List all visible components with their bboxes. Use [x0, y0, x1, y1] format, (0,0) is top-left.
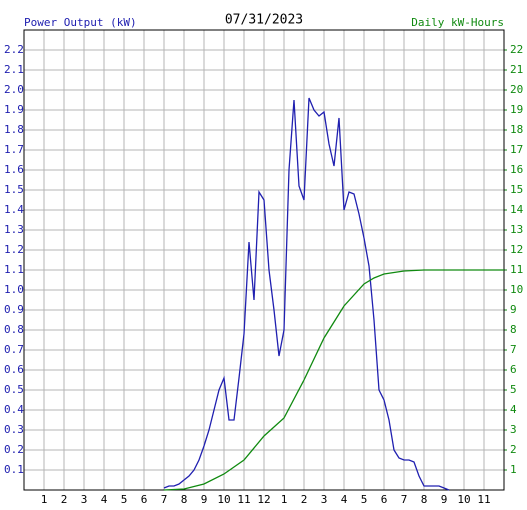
y-tick-label: 1.9 [4, 103, 24, 116]
x-tick-label: 8 [421, 493, 428, 506]
y-tick-label: 0.5 [4, 383, 24, 396]
y2-tick-label: 8 [510, 323, 517, 336]
y-tick-label: 0.1 [4, 463, 24, 476]
x-tick-label: 6 [141, 493, 148, 506]
x-tick-label: 5 [361, 493, 368, 506]
y2-tick-label: 18 [510, 123, 523, 136]
x-tick-label: 2 [301, 493, 308, 506]
series-line [163, 269, 504, 491]
x-tick-label: 11 [477, 493, 490, 506]
y2-tick-label: 10 [510, 283, 523, 296]
x-tick-label: 9 [441, 493, 448, 506]
x-tick-label: 3 [81, 493, 88, 506]
y-tick-label: 0.8 [4, 323, 24, 336]
y2-tick-label: 16 [510, 163, 523, 176]
y-axis-label: Power Output (kW) [24, 16, 137, 29]
y-tick-label: 1.5 [4, 183, 24, 196]
x-tick-label: 1 [281, 493, 288, 506]
y-tick-label: 1.0 [4, 283, 24, 296]
y2-tick-label: 17 [510, 143, 523, 156]
y2-tick-label: 9 [510, 303, 517, 316]
x-tick-label: 9 [201, 493, 208, 506]
x-tick-label: 2 [61, 493, 68, 506]
y2-tick-label: 12 [510, 243, 523, 256]
y2-tick-label: 14 [510, 203, 524, 216]
x-tick-label: 10 [217, 493, 230, 506]
y-tick-label: 0.9 [4, 303, 24, 316]
x-tick-label: 7 [161, 493, 168, 506]
y-tick-label: 0.3 [4, 423, 24, 436]
y2-tick-label: 7 [510, 343, 517, 356]
y-tick-label: 2.0 [4, 83, 24, 96]
y-tick-label: 2.2 [4, 43, 24, 56]
y-tick-label: 1.1 [4, 263, 24, 276]
x-tick-label: 1 [41, 493, 48, 506]
x-tick-label: 10 [457, 493, 470, 506]
y2-axis-label: Daily kW-Hours [411, 16, 504, 29]
y2-tick-label: 11 [510, 263, 523, 276]
chart-title: 07/31/2023 [225, 13, 303, 28]
series-line [163, 97, 450, 491]
x-tick-label: 7 [401, 493, 408, 506]
x-tick-label: 4 [341, 493, 348, 506]
y2-tick-label: 19 [510, 103, 523, 116]
x-tick-label: 12 [257, 493, 270, 506]
y2-tick-label: 6 [510, 363, 517, 376]
y2-tick-label: 3 [510, 423, 517, 436]
x-tick-label: 11 [237, 493, 250, 506]
y-tick-label: 0.2 [4, 443, 24, 456]
y-tick-label: 1.3 [4, 223, 24, 236]
y-tick-label: 1.8 [4, 123, 24, 136]
y2-tick-label: 20 [510, 83, 523, 96]
x-tick-label: 8 [181, 493, 188, 506]
x-tick-label: 4 [101, 493, 108, 506]
y-tick-label: 0.4 [4, 403, 24, 416]
y-tick-label: 0.7 [4, 343, 24, 356]
plot-border [23, 29, 505, 491]
y2-tick-label: 22 [510, 43, 523, 56]
y-tick-label: 2.1 [4, 63, 24, 76]
x-tick-label: 6 [381, 493, 388, 506]
y2-tick-label: 1 [510, 463, 517, 476]
y2-tick-label: 13 [510, 223, 523, 236]
x-tick-label: 3 [321, 493, 328, 506]
y2-tick-label: 15 [510, 183, 523, 196]
y-tick-label: 0.6 [4, 363, 24, 376]
y2-tick-label: 4 [510, 403, 517, 416]
y-tick-label: 1.2 [4, 243, 24, 256]
y-tick-label: 1.6 [4, 163, 24, 176]
y2-tick-label: 2 [510, 443, 517, 456]
y-tick-label: 1.7 [4, 143, 24, 156]
y2-tick-label: 21 [510, 63, 523, 76]
y2-tick-label: 5 [510, 383, 517, 396]
y-tick-label: 1.4 [4, 203, 24, 216]
x-tick-label: 5 [121, 493, 128, 506]
